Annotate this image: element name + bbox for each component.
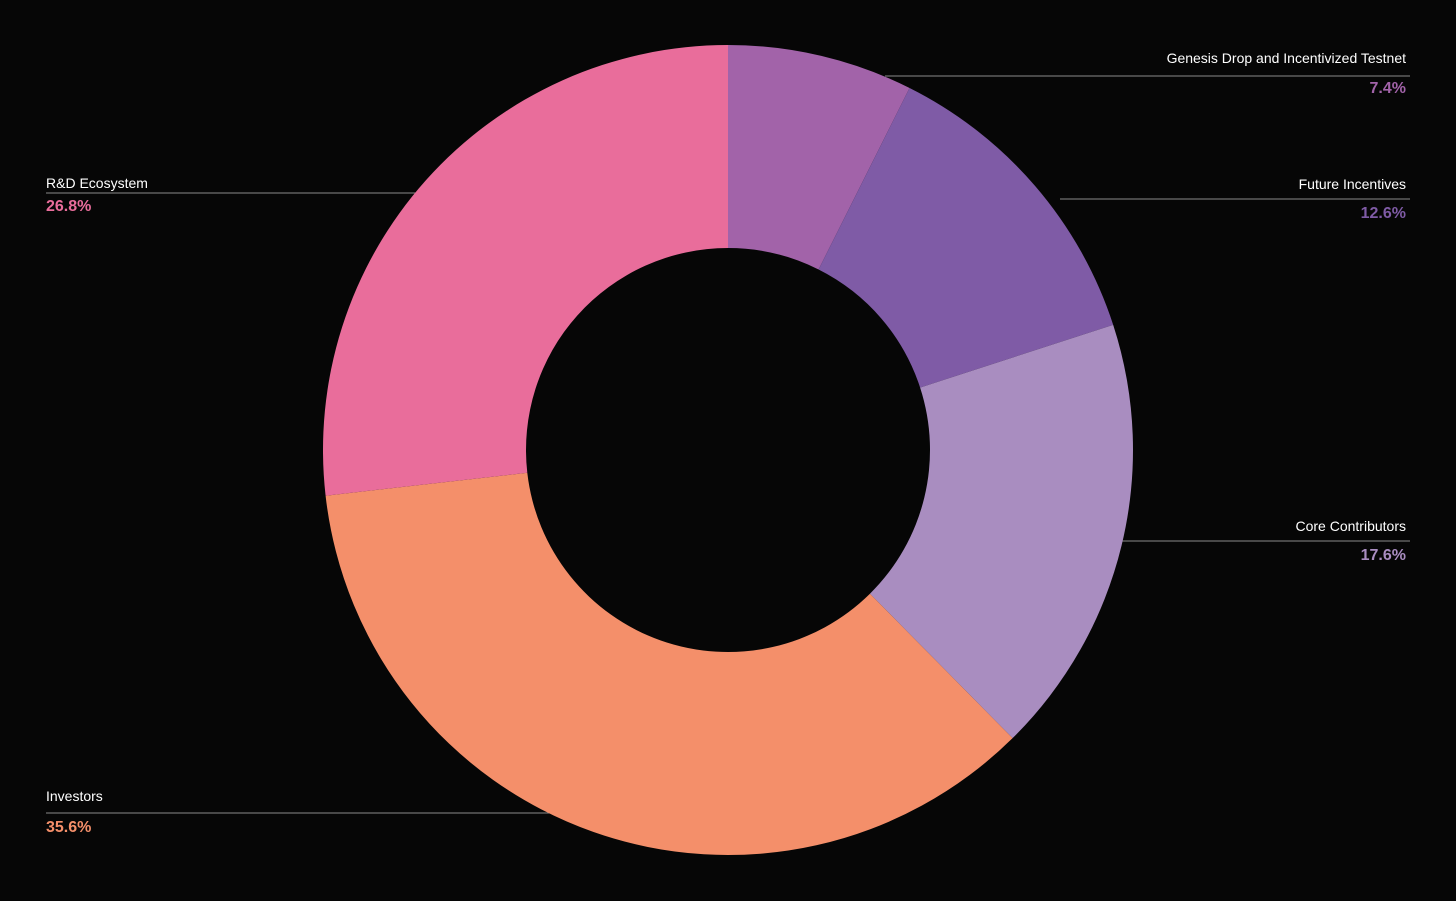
label-future-incentives: Future Incentives bbox=[1298, 176, 1406, 192]
pct-genesis: 7.4% bbox=[1369, 80, 1406, 97]
pct-core-contributors: 17.6% bbox=[1360, 547, 1406, 564]
slice-core-contributors bbox=[869, 324, 1133, 739]
pct-investors: 35.6% bbox=[46, 819, 92, 836]
slice-rd-ecosystem bbox=[323, 45, 728, 496]
pct-future-incentives: 12.6% bbox=[1360, 205, 1406, 222]
slice-future-incentives bbox=[818, 87, 1114, 388]
label-core-contributors: Core Contributors bbox=[1295, 518, 1407, 534]
label-investors: Investors bbox=[46, 788, 103, 804]
label-genesis: Genesis Drop and Incentivized Testnet bbox=[1166, 50, 1406, 66]
label-rd-ecosystem: R&D Ecosystem bbox=[46, 175, 148, 191]
slice-investors bbox=[325, 472, 1013, 856]
slice-genesis bbox=[728, 45, 910, 270]
pct-rd-ecosystem: 26.8% bbox=[46, 198, 92, 215]
